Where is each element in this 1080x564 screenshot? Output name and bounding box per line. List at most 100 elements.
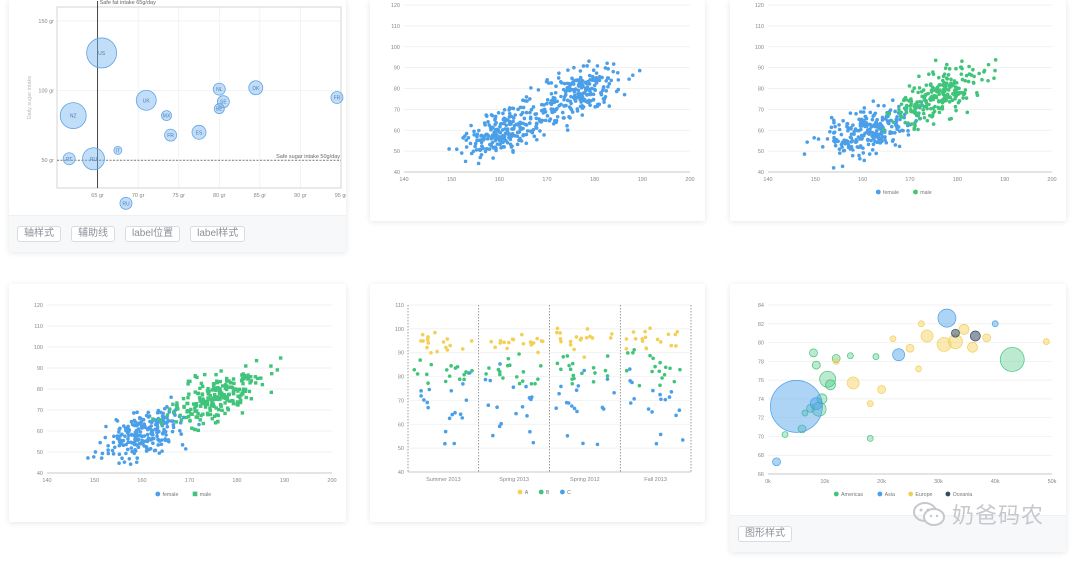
data-point xyxy=(514,375,519,379)
y-tick-label: 50 xyxy=(758,149,764,155)
y-tick-label: 90 xyxy=(398,351,404,357)
data-point xyxy=(515,142,520,147)
data-point xyxy=(829,125,834,130)
data-point xyxy=(901,128,905,133)
x-tick-label: 190 xyxy=(280,478,289,484)
data-point xyxy=(890,131,895,135)
tag-axis-style[interactable]: 轴样式 xyxy=(17,226,61,242)
data-point xyxy=(917,86,922,90)
chart-card-basic-scatter: 40 50 60 70 80 90 100 110 120 140 150 160 170 180 190 2… xyxy=(370,0,705,221)
data-point xyxy=(462,377,466,382)
data-point xyxy=(138,416,142,421)
data-point xyxy=(581,64,586,68)
data-point xyxy=(142,422,147,426)
data-point xyxy=(142,444,146,448)
data-point xyxy=(232,381,236,386)
data-point xyxy=(522,116,527,121)
data-point xyxy=(565,85,570,90)
bubble-point xyxy=(62,152,76,166)
x-tick-label: 140 xyxy=(399,177,408,183)
data-point xyxy=(502,137,507,142)
data-point xyxy=(874,128,879,133)
data-point xyxy=(429,362,434,367)
data-point xyxy=(624,337,629,341)
data-point xyxy=(588,99,593,103)
data-point xyxy=(162,416,166,420)
data-point xyxy=(650,369,654,374)
data-point xyxy=(494,120,498,125)
data-point xyxy=(611,62,616,66)
data-point xyxy=(134,423,139,428)
data-point xyxy=(511,385,516,390)
data-point xyxy=(128,440,133,445)
data-point xyxy=(858,110,863,114)
data-point xyxy=(572,347,576,352)
data-point xyxy=(603,66,608,70)
y-tick-label: 70 xyxy=(398,398,404,404)
data-point xyxy=(805,140,809,144)
data-point xyxy=(483,123,487,127)
data-point xyxy=(585,85,590,89)
data-point xyxy=(498,130,503,135)
bubble-point xyxy=(216,95,230,109)
data-point xyxy=(528,340,533,344)
data-point xyxy=(558,337,563,341)
data-point xyxy=(158,418,162,422)
data-point xyxy=(569,87,574,92)
chart-card-category-scatter: 40 50 60 70 80 90 100 110 Summer 2013 Spring 2013… xyxy=(370,284,705,522)
data-point xyxy=(452,441,457,446)
data-point xyxy=(875,140,879,145)
data-point xyxy=(903,120,908,125)
data-point xyxy=(563,92,568,97)
data-point xyxy=(239,393,243,397)
bubble-point xyxy=(866,400,874,407)
data-point xyxy=(532,134,537,139)
data-point xyxy=(668,366,672,371)
data-point xyxy=(193,390,197,394)
x-tick-label: 30k xyxy=(934,479,943,485)
data-point xyxy=(524,123,529,127)
data-point xyxy=(922,98,927,102)
tag-label-position[interactable]: label位置 xyxy=(125,226,181,242)
data-point xyxy=(496,111,501,115)
data-point xyxy=(134,460,139,465)
data-point xyxy=(253,375,258,379)
data-point xyxy=(208,408,212,413)
tag-label-style[interactable]: label样式 xyxy=(190,226,246,242)
data-point xyxy=(594,80,599,85)
data-point xyxy=(992,76,996,80)
data-point xyxy=(211,401,215,406)
tag-shape-style[interactable]: 图形样式 xyxy=(738,526,792,542)
data-point xyxy=(176,407,180,411)
data-point xyxy=(909,122,914,126)
x-tick-label: 160 xyxy=(137,478,146,484)
data-point xyxy=(226,392,231,397)
data-point xyxy=(425,345,429,350)
data-point xyxy=(860,136,864,141)
bubble-point xyxy=(889,335,897,343)
data-point xyxy=(631,350,635,355)
data-point xyxy=(171,419,175,423)
data-point xyxy=(582,355,587,359)
data-point xyxy=(603,368,608,373)
bubble-point xyxy=(330,91,344,104)
data-point xyxy=(495,142,500,146)
data-point xyxy=(142,434,147,438)
data-point xyxy=(585,64,589,68)
x-tick-label: 200 xyxy=(685,177,694,183)
bubble-point xyxy=(905,343,915,353)
data-point xyxy=(106,443,110,448)
data-point xyxy=(535,336,540,341)
tag-guide-line[interactable]: 辅助线 xyxy=(71,226,115,242)
data-point xyxy=(511,150,515,154)
data-point xyxy=(186,396,190,400)
data-point xyxy=(964,73,969,78)
data-point xyxy=(449,364,453,368)
data-point xyxy=(508,142,513,147)
data-point xyxy=(578,69,583,73)
data-point xyxy=(590,336,595,340)
y-tick-label: 100 xyxy=(395,327,404,333)
data-point xyxy=(840,140,845,145)
data-point xyxy=(269,390,274,395)
data-point xyxy=(963,88,968,92)
